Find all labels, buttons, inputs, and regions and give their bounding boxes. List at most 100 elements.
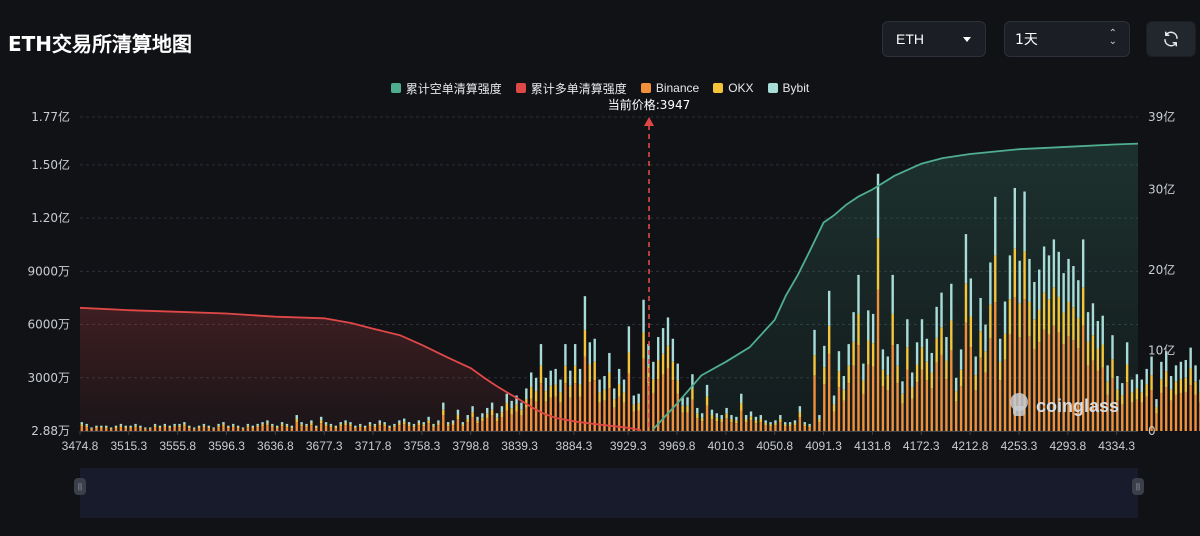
bar-binance: [227, 428, 230, 431]
bar-binance: [461, 426, 465, 431]
bar-binance: [637, 410, 640, 431]
bar-okx: [129, 427, 132, 429]
bar-okx: [818, 419, 821, 423]
bar-okx: [461, 424, 465, 427]
bar-okx: [471, 412, 474, 418]
refresh-button[interactable]: [1146, 21, 1196, 57]
bar-binance: [437, 425, 440, 431]
bar-binance: [603, 400, 606, 431]
bar-stack: [652, 361, 655, 431]
page-title: ETH交易所清算地图: [8, 32, 193, 56]
bar-binance: [871, 366, 875, 431]
bar-bybit: [1018, 260, 1021, 304]
bar-binance: [1130, 402, 1134, 431]
bar-okx: [446, 424, 450, 427]
bar-bybit: [481, 413, 484, 418]
bar-stack: [417, 420, 421, 431]
bar-binance: [280, 426, 284, 431]
bar-binance: [1018, 337, 1021, 431]
legend-item-binance[interactable]: Binance: [640, 79, 699, 97]
bar-bybit: [759, 415, 762, 420]
bar-binance: [1038, 342, 1041, 431]
bar-stack: [158, 425, 162, 431]
bar-stack: [246, 423, 250, 431]
bar-binance: [500, 417, 504, 431]
bar-okx: [486, 413, 489, 419]
legend-item-okx[interactable]: OKX: [713, 79, 754, 97]
bar-stack: [100, 425, 103, 431]
bar-stack: [617, 368, 621, 431]
bar-bybit: [1189, 347, 1192, 369]
long-cumulative-area: [80, 307, 642, 431]
zoom-slider[interactable]: || ||: [74, 468, 1144, 518]
bar-okx: [398, 423, 401, 426]
bar-bybit: [749, 411, 753, 417]
legend-label: 累计空单清算强度: [405, 81, 502, 96]
bar-stack: [236, 425, 240, 431]
bar-stack: [456, 409, 460, 431]
bar-stack: [974, 356, 977, 431]
bar-bybit: [442, 402, 445, 410]
bar-binance: [232, 427, 235, 431]
x-axis-tick: 3839.3: [501, 439, 538, 453]
legend-item-short-cumulative[interactable]: 累计空单清算强度: [390, 79, 502, 97]
bar-okx: [730, 419, 733, 423]
slider-right-handle[interactable]: ||: [1132, 478, 1144, 495]
bar-binance: [1096, 370, 1100, 431]
range-select[interactable]: 1天 ⌃ ⌄: [1004, 21, 1130, 57]
slider-left-handle[interactable]: ||: [74, 478, 86, 495]
bar-okx: [554, 384, 557, 397]
bar-stack: [90, 427, 93, 431]
bar-bybit: [842, 376, 846, 390]
bar-bybit: [446, 422, 450, 425]
bar-binance: [246, 427, 250, 431]
legend-item-bybit[interactable]: Bybit: [767, 79, 810, 97]
bar-stack: [217, 423, 220, 431]
bar-stack: [109, 427, 113, 431]
bar-binance: [862, 393, 865, 431]
bar-bybit: [740, 393, 743, 404]
bar-okx: [295, 419, 298, 423]
bar-okx: [388, 427, 391, 429]
bar-binance: [359, 427, 362, 431]
bar-bybit: [344, 420, 347, 424]
bar-okx: [1086, 341, 1090, 366]
bar-binance: [769, 426, 772, 431]
bar-binance: [422, 426, 425, 431]
bar-binance: [779, 422, 782, 431]
bar-stack: [275, 425, 279, 431]
bar-stack: [534, 377, 538, 431]
bar-binance: [1189, 385, 1192, 431]
legend-item-long-cumulative[interactable]: 累计多单清算强度: [515, 79, 627, 97]
bar-okx: [349, 424, 352, 427]
bar-bybit: [603, 376, 606, 390]
bar-binance: [427, 423, 430, 431]
bar-bybit: [691, 374, 694, 389]
bar-stack: [676, 363, 679, 431]
bar-series: [80, 173, 1200, 431]
bar-stack: [744, 415, 748, 431]
bar-bybit: [119, 423, 123, 426]
bar-okx: [754, 420, 758, 424]
bar-stack: [1125, 342, 1129, 431]
cumulative-lines: [79, 142, 1139, 432]
bar-stack: [461, 422, 465, 431]
bar-binance: [183, 426, 186, 431]
bar-stack: [754, 416, 758, 431]
refresh-icon: [1164, 31, 1178, 47]
right-axis-tick: 20亿: [1148, 262, 1175, 277]
bar-bybit: [1008, 255, 1012, 300]
bar-stack: [393, 423, 396, 431]
bar-okx: [935, 337, 938, 363]
bar-stack: [803, 422, 806, 431]
bar-okx: [241, 428, 245, 430]
coin-select[interactable]: ETH: [882, 21, 986, 57]
bar-binance: [954, 401, 958, 431]
bar-stack: [315, 425, 318, 431]
legend-swatch: [390, 83, 401, 93]
legend-label: Bybit: [782, 81, 810, 95]
bar-stack: [1077, 280, 1080, 431]
bar-stack: [1165, 351, 1168, 431]
bar-stack: [168, 425, 171, 431]
bar-bybit: [359, 423, 362, 426]
